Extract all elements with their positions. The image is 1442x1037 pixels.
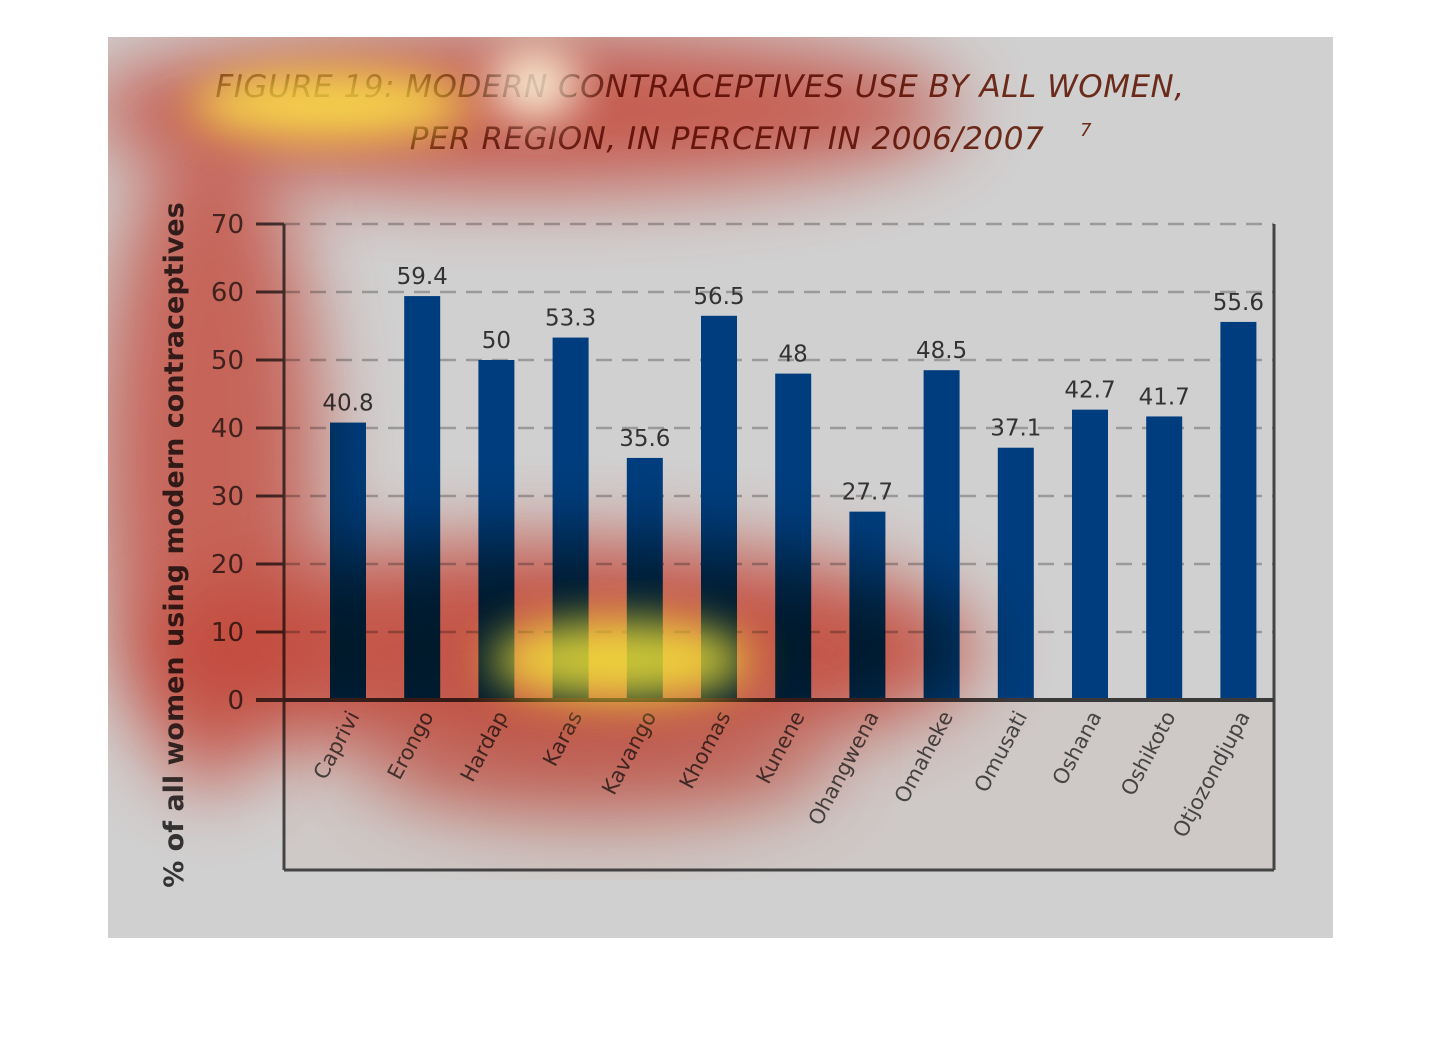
heat-hot-title-center [490,50,580,120]
heatmap-hotspots [190,50,750,700]
data-label: 40.8 [322,391,373,417]
data-label: 37.1 [990,416,1041,442]
heat-region-labels [370,700,830,820]
data-label: 42.7 [1064,378,1115,404]
data-label: 48.5 [916,338,967,364]
data-label: 35.6 [619,426,670,452]
data-label: 56.5 [693,284,744,310]
data-labels: 40.8 59.4 50 53.3 35.6 56.5 48 27.7 48.5 37.1 42.7… [322,264,1264,506]
title-footnote-marker: 7 [1080,120,1092,141]
data-label: 48 [779,342,808,368]
heatmap-overlay [108,37,980,820]
data-label: 53.3 [545,306,596,332]
data-label: 50 [482,328,511,354]
bar [1072,409,1108,700]
data-label: 59.4 [397,264,448,290]
heat-hot-title [190,70,470,140]
data-label: 55.6 [1213,290,1264,316]
bar [997,447,1034,700]
data-label: 41.7 [1139,384,1190,410]
bar [1220,321,1257,700]
data-label: 27.7 [842,480,893,506]
heat-hot-bars [490,620,750,700]
bar [1146,416,1183,700]
